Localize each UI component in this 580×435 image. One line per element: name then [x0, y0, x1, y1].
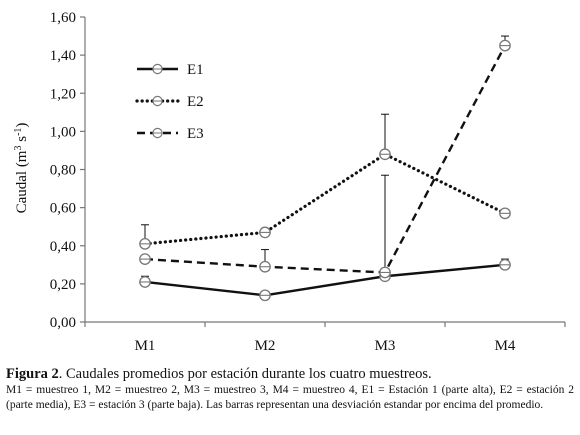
series-e1 [139, 258, 511, 302]
legend-label: E1 [187, 62, 204, 78]
caption-notes: M1 = muestreo 1, M2 = muestreo 2, M3 = m… [6, 384, 574, 411]
caption-title: . Caudales promedios por estación durant… [58, 366, 432, 382]
legend-item-e1: E1 [137, 62, 204, 78]
caption-title-line: Figura 2. Caudales promedios por estació… [6, 366, 574, 383]
legend-item-e3: E3 [137, 126, 204, 142]
x-tick-label: M2 [255, 338, 276, 354]
y-tick-label: 0,40 [50, 239, 76, 255]
y-tick-label: 0,00 [50, 315, 76, 331]
figure-caption: Figura 2. Caudales promedios por estació… [6, 366, 574, 412]
y-axis-label: Caudal (m3 s-1) [13, 123, 30, 214]
x-tick-label: M1 [135, 338, 156, 354]
x-tick-label: M3 [375, 338, 396, 354]
legend-label: E2 [187, 94, 204, 110]
legend: E1 E2 E3 [135, 62, 204, 142]
series-e2 [139, 113, 511, 250]
y-tick-label: 1,20 [50, 86, 76, 102]
y-tick-label: 1,00 [50, 124, 76, 140]
series-line-e2 [143, 152, 507, 246]
series-layer [139, 35, 511, 302]
legend-item-e2: E2 [135, 94, 204, 110]
x-tick-label: M4 [495, 338, 516, 354]
line-chart: Caudal (m3 s-1) 0,00 0,20 0,40 0,60 0,80 1,00… [13, 10, 566, 354]
axes: 0,00 0,20 0,40 0,60 0,80 1,00 1,20 1,40 1,60 M1 M2… [50, 10, 566, 354]
y-tick-label: 1,60 [50, 10, 76, 26]
y-tick-label: 0,80 [50, 163, 76, 179]
y-tick-label: 1,40 [50, 48, 76, 64]
y-tick-label: 0,60 [50, 201, 76, 217]
legend-label: E3 [187, 126, 204, 142]
y-tick-label: 0,20 [50, 277, 76, 293]
series-e3 [139, 35, 511, 279]
series-line-e1 [144, 263, 506, 297]
series-line-e3 [144, 45, 507, 274]
caption-label: Figura 2 [6, 366, 59, 382]
